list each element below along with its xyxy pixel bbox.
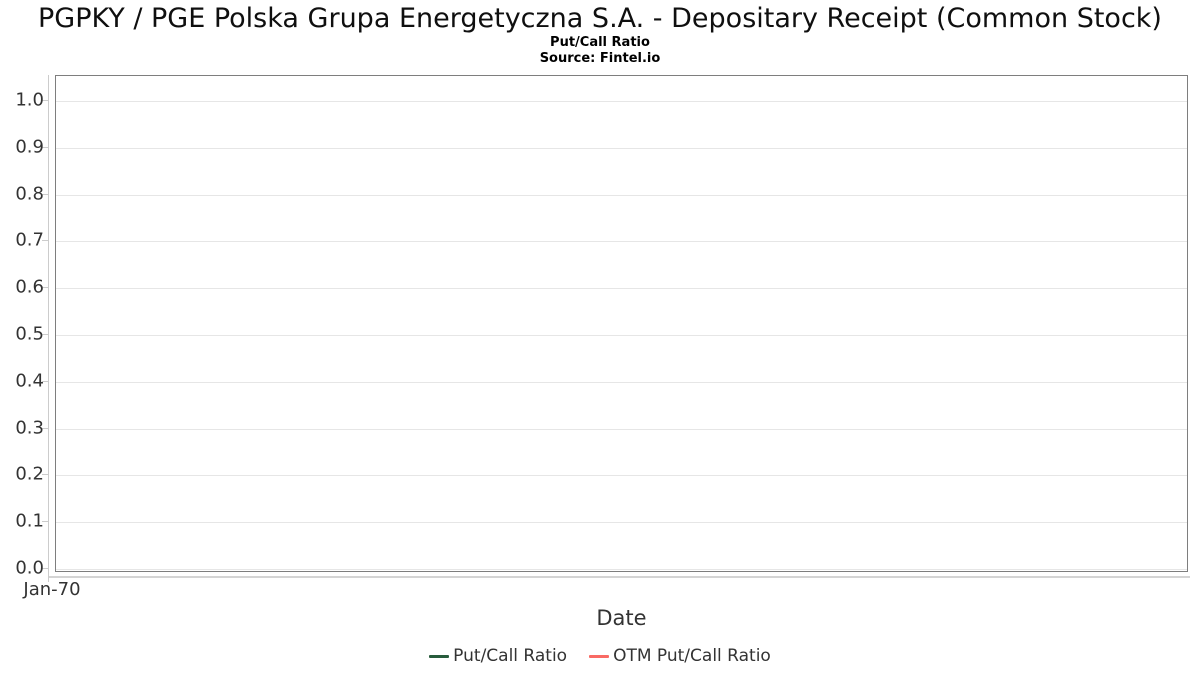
y-axis-tick: [42, 334, 48, 335]
chart-source: Source: Fintel.io: [539, 51, 661, 66]
put-call-ratio-line-swatch: [429, 654, 450, 658]
y-axis: 0.0 0.1 0.2 0.3 0.4 0.5 0.6 0.7 0.8 0.9 1.0: [0, 75, 55, 579]
y-axis-tick: [42, 193, 48, 195]
legend-item-otm-put-call-ratio[interactable]: OTM Put/Call Ratio: [589, 646, 771, 666]
x-tick-label: Jan-70: [23, 579, 81, 600]
gridline: [56, 147, 1187, 149]
plot-area: [55, 75, 1188, 572]
y-axis-tick: [42, 240, 48, 242]
legend-item-put-call-ratio[interactable]: Put/Call Ratio: [429, 646, 567, 666]
gridline: [56, 194, 1187, 196]
y-axis-tick: [42, 146, 48, 148]
legend: Put/Call Ratio OTM Put/Call Ratio: [0, 646, 1200, 666]
chart-title: PGPKY / PGE Polska Grupa Energetyczna S.…: [38, 3, 1162, 34]
y-tick-label: 0.8: [15, 183, 44, 205]
y-tick-label: 0.9: [15, 136, 44, 158]
gridline: [56, 335, 1187, 336]
gridline: [56, 428, 1187, 430]
x-axis-line: [48, 576, 1190, 578]
y-tick-label: 0.2: [15, 463, 44, 485]
y-tick-label: 0.7: [15, 229, 44, 251]
gridline: [56, 569, 1187, 570]
gridline: [56, 101, 1187, 102]
y-axis-tick: [42, 568, 48, 569]
y-axis-tick: [42, 474, 48, 476]
y-tick-label: 0.6: [15, 276, 44, 298]
y-axis-tick: [42, 380, 48, 382]
y-axis-line: [48, 75, 49, 576]
y-axis-tick: [42, 521, 48, 523]
gridline: [56, 241, 1187, 243]
legend-label-otm-put-call-ratio: OTM Put/Call Ratio: [613, 646, 771, 666]
legend-label-put-call-ratio: Put/Call Ratio: [453, 646, 568, 666]
otm-put-call-ratio-line-swatch: [589, 654, 610, 658]
y-tick-label: 0.1: [15, 510, 44, 532]
y-tick-label: 0.3: [15, 417, 44, 439]
chart-subtitle: Put/Call Ratio: [550, 35, 650, 50]
gridline: [56, 522, 1187, 524]
x-axis-tick: [48, 576, 49, 582]
gridline: [56, 381, 1187, 383]
y-axis-tick: [42, 100, 48, 101]
x-axis-title: Date: [596, 606, 647, 630]
y-tick-label: 0.0: [15, 557, 44, 579]
y-tick-label: 0.4: [15, 370, 44, 392]
gridline: [56, 475, 1187, 477]
y-axis-tick: [42, 287, 48, 289]
y-axis-tick: [42, 427, 48, 429]
gridline: [56, 288, 1187, 290]
y-tick-label: 1.0: [15, 89, 44, 111]
y-tick-label: 0.5: [15, 323, 44, 345]
